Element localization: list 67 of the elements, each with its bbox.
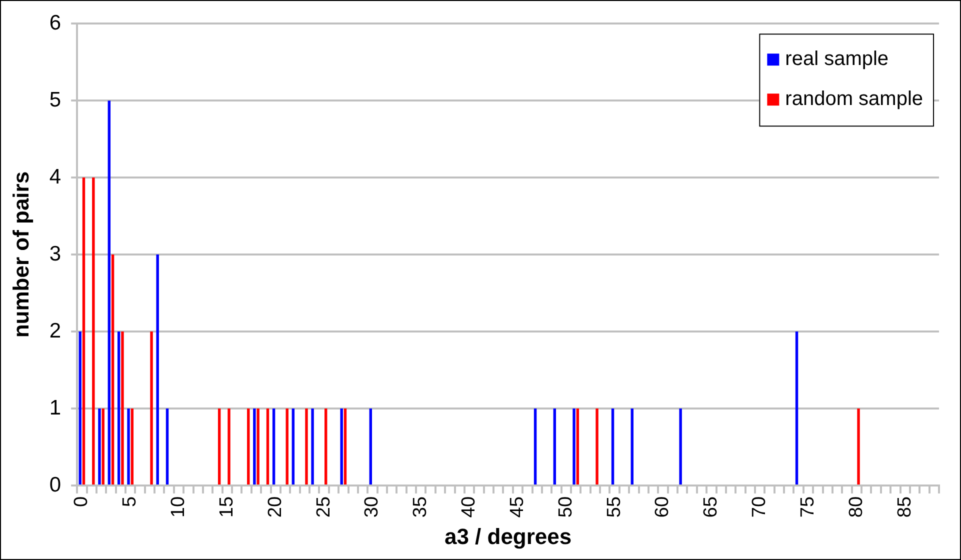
bar [108,100,111,484]
x-tick-label: 85 [894,496,916,518]
x-tick-label: 55 [604,496,625,518]
bar [340,408,343,484]
bar [344,408,347,484]
legend-label: random sample [785,88,924,110]
bar [611,408,614,484]
x-tick-label: 60 [652,496,674,518]
bar [311,408,314,484]
x-tick-label: 25 [313,496,334,518]
x-tick-label: 45 [506,496,528,518]
x-tick-label: 35 [410,496,432,518]
x-tick-label: 30 [362,496,383,518]
bar [292,408,295,484]
x-tick-label: 15 [216,496,238,518]
y-axis-title: number of pairs [8,171,34,338]
x-tick-label: 80 [846,496,867,518]
bar [630,408,634,484]
x-tick-label: 75 [798,496,819,518]
bar [111,254,114,484]
bar [247,408,250,484]
bar [324,408,328,484]
legend-label: real sample [785,48,889,70]
bar [272,408,276,484]
bar [156,254,159,484]
x-tick-label: 10 [168,496,190,518]
bar [150,332,153,484]
x-tick-label: 40 [458,496,480,518]
bar [534,408,537,484]
bar [266,408,270,484]
y-tick-label: 1 [49,396,62,420]
y-tick-label: 6 [49,11,62,34]
bar [218,408,221,484]
x-tick-label: 20 [264,496,286,518]
x-axis-title: a3 / degrees [444,524,572,549]
bar [795,332,798,484]
bar [98,408,101,484]
bar [121,332,124,484]
bar [82,178,86,484]
x-tick-label: 65 [700,496,722,518]
bar [78,332,82,484]
bar [857,408,860,484]
x-tick-label: 0 [71,496,92,508]
x-tick-label: 70 [749,496,770,518]
bar [127,408,130,484]
bar [92,178,95,484]
bar [596,408,598,484]
bar [305,408,308,484]
bar [553,408,556,484]
bar [228,408,230,484]
y-tick-label: 4 [49,165,62,188]
bar [572,408,576,484]
y-tick-label: 2 [49,319,62,342]
bar [117,332,120,484]
bar [102,408,104,484]
bar [286,408,288,484]
y-tick-label: 5 [49,88,62,112]
bar [130,408,134,484]
y-tick-label: 3 [49,242,62,266]
bar [576,408,580,484]
bar [166,408,169,484]
bar [679,408,682,484]
x-tick-label: 5 [120,496,141,508]
bar [253,408,256,484]
bar [369,408,372,484]
bar [256,408,260,484]
x-tick-label: 50 [555,496,576,518]
